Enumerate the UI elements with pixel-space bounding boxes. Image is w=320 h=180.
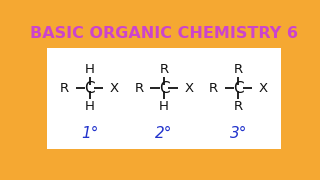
Text: R: R <box>159 63 169 76</box>
Text: H: H <box>85 100 94 113</box>
Text: C: C <box>84 81 95 96</box>
Text: C: C <box>233 81 244 96</box>
Text: BASIC ORGANIC CHEMISTRY 6: BASIC ORGANIC CHEMISTRY 6 <box>30 26 298 41</box>
FancyBboxPatch shape <box>47 48 281 149</box>
Text: R: R <box>60 82 69 95</box>
Text: R: R <box>234 100 243 113</box>
Text: 2°: 2° <box>155 126 173 141</box>
Text: R: R <box>135 82 144 95</box>
Text: H: H <box>159 100 169 113</box>
Text: X: X <box>259 82 268 95</box>
Text: 3°: 3° <box>230 126 247 141</box>
Text: 1°: 1° <box>81 126 98 141</box>
Text: R: R <box>209 82 218 95</box>
Text: H: H <box>85 63 94 76</box>
Text: X: X <box>110 82 119 95</box>
Text: R: R <box>234 63 243 76</box>
Text: C: C <box>159 81 169 96</box>
Text: X: X <box>184 82 193 95</box>
